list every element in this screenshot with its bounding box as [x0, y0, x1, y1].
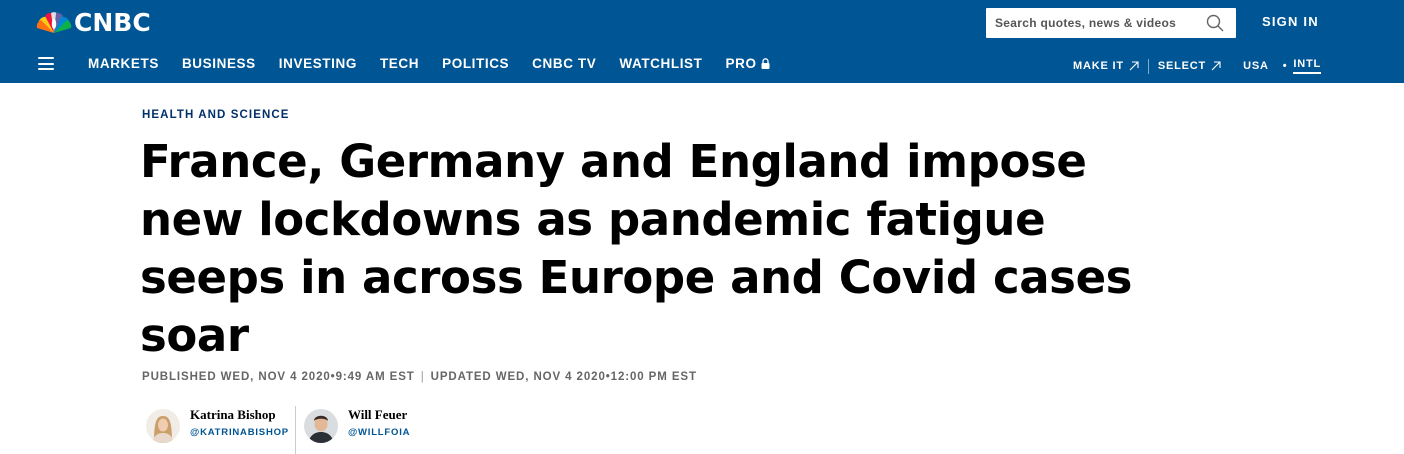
search-input[interactable] [995, 9, 1205, 37]
select-link[interactable]: SELECT [1158, 60, 1221, 72]
edition-separator-dot: • [1282, 60, 1288, 72]
search-box [986, 8, 1236, 38]
updated-time: UPDATED WED, NOV 4 2020•12:00 PM EST [430, 371, 697, 383]
avatar [146, 409, 180, 443]
author-name[interactable]: Will Feuer [347, 407, 408, 422]
nav-markets[interactable]: MARKETS [88, 56, 159, 71]
avatar [303, 409, 338, 443]
nav-tech[interactable]: TECH [379, 56, 420, 71]
author-info: Will Feuer @WILLFOIA [348, 406, 410, 438]
external-link-icon [1129, 61, 1139, 71]
nav-investing[interactable]: INVESTING [278, 56, 357, 71]
nav-watchlist[interactable]: WATCHLIST [619, 56, 703, 71]
author-twitter-handle[interactable]: @KATRINABISHOP [190, 427, 289, 438]
nav-cnbc-tv[interactable]: CNBC TV [532, 56, 597, 71]
nav-pro[interactable]: PRO [726, 56, 770, 71]
make-it-link[interactable]: MAKE IT [1073, 60, 1139, 72]
section-kicker[interactable]: HEALTH AND SCIENCE [142, 109, 290, 121]
secondary-nav: MAKE IT SELECT USA • INTL [1073, 58, 1321, 74]
edition-usa[interactable]: USA [1243, 60, 1269, 72]
author-list: Katrina Bishop @KATRINABISHOP Will Feuer… [146, 406, 410, 454]
menu-icon[interactable] [38, 57, 54, 70]
main-nav: MARKETS BUSINESS INVESTING TECH POLITICS… [88, 56, 793, 71]
edition-intl[interactable]: INTL [1293, 58, 1321, 74]
lock-icon [761, 58, 770, 69]
search-icon[interactable] [1206, 14, 1224, 32]
author-divider [294, 406, 296, 454]
author-info: Katrina Bishop @KATRINABISHOP [190, 406, 289, 438]
nav-politics[interactable]: POLITICS [442, 56, 510, 71]
sign-in-link[interactable]: SIGN IN [1262, 14, 1319, 29]
author-twitter-handle[interactable]: @WILLFOIA [347, 427, 411, 438]
site-header: CNBC SIGN IN MARKETS BUSINESS INVESTING … [0, 0, 1404, 83]
nav-divider [1147, 58, 1149, 74]
timestamp-divider: | [420, 371, 425, 383]
cnbc-logo[interactable]: CNBC [36, 8, 151, 37]
author-card[interactable]: Katrina Bishop @KATRINABISHOP [146, 406, 289, 454]
logo-text: CNBC [74, 8, 151, 37]
peacock-icon [36, 12, 72, 34]
nav-business[interactable]: BUSINESS [181, 56, 256, 71]
external-link-icon [1211, 61, 1221, 71]
article-timestamps: PUBLISHED WED, NOV 4 2020•9:49 AM EST | UP… [142, 371, 697, 383]
author-name[interactable]: Katrina Bishop [190, 407, 276, 422]
article-headline: France, Germany and England impose new l… [140, 135, 1133, 362]
published-time: PUBLISHED WED, NOV 4 2020•9:49 AM EST [142, 371, 415, 383]
author-card[interactable]: Will Feuer @WILLFOIA [303, 406, 410, 454]
